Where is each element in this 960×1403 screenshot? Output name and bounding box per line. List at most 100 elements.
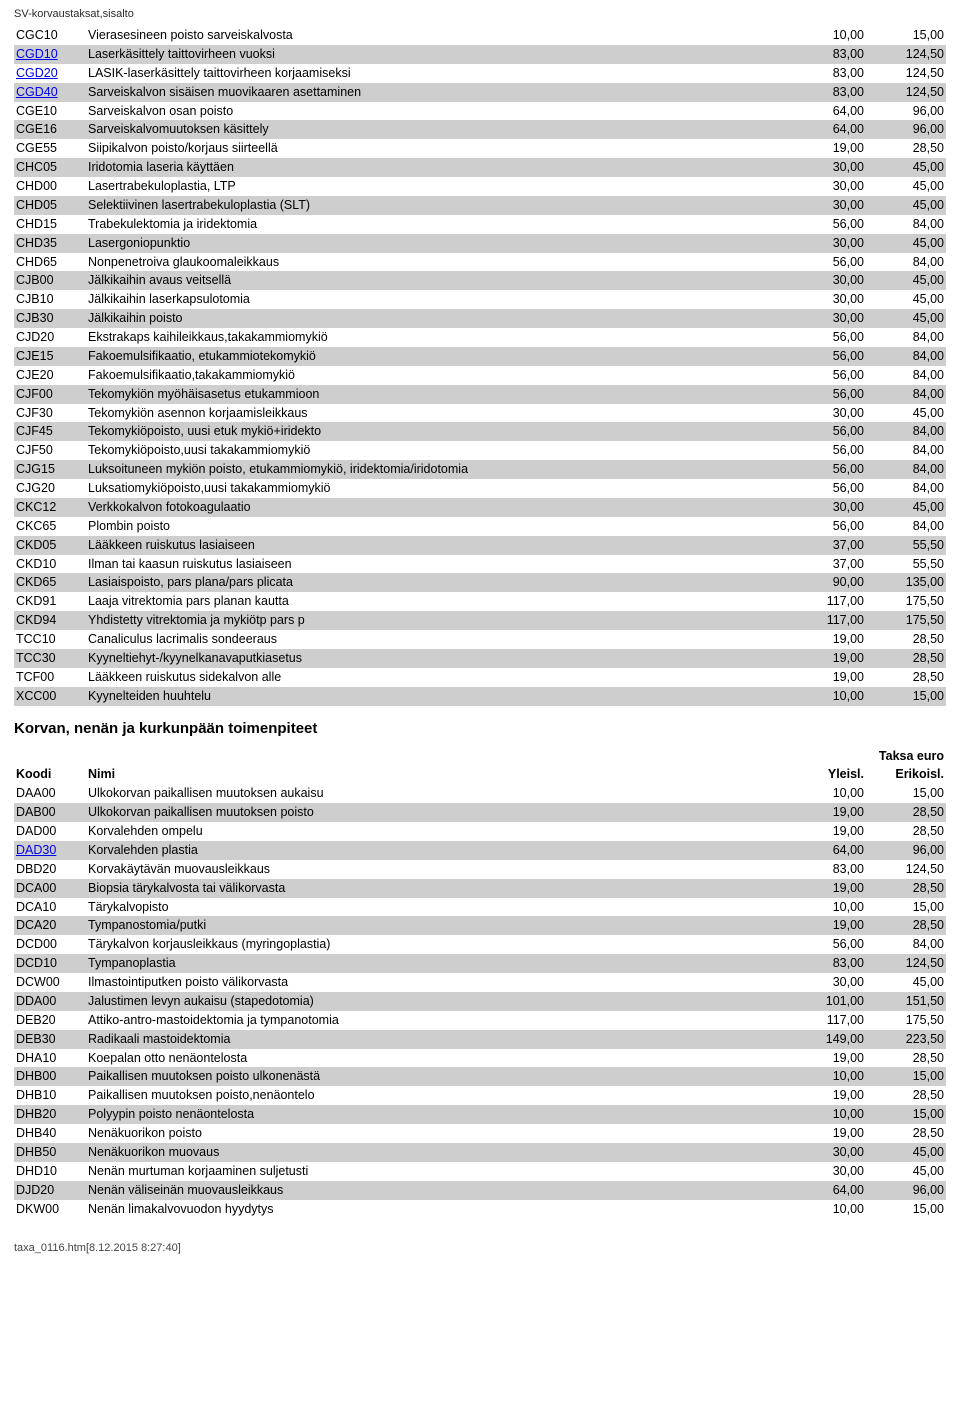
table-row: CJB00Jälkikaihin avaus veitsellä30,0045,… bbox=[14, 271, 946, 290]
value1-cell: 10,00 bbox=[786, 1067, 866, 1086]
header-nimi: Nimi bbox=[86, 765, 786, 784]
table-row: TCC10Canaliculus lacrimalis sondeeraus19… bbox=[14, 630, 946, 649]
code-cell[interactable]: DAD30 bbox=[14, 841, 86, 860]
code-cell: CKD94 bbox=[14, 611, 86, 630]
page-footer: taxa_0116.htm[8.12.2015 8:27:40] bbox=[14, 1242, 946, 1254]
value2-cell: 84,00 bbox=[866, 215, 946, 234]
value2-cell: 45,00 bbox=[866, 309, 946, 328]
code-cell: CJB30 bbox=[14, 309, 86, 328]
name-cell: Nenän limakalvovuodon hyydytys bbox=[86, 1200, 786, 1219]
value1-cell: 30,00 bbox=[786, 973, 866, 992]
name-cell: Nenäkuorikon poisto bbox=[86, 1124, 786, 1143]
table-row: DCD10Tympanoplastia83,00124,50 bbox=[14, 954, 946, 973]
value2-cell: 45,00 bbox=[866, 498, 946, 517]
table-row: CJF00Tekomykiön myöhäisasetus etukammioo… bbox=[14, 385, 946, 404]
name-cell: Laserkäsittely taittovirheen vuoksi bbox=[86, 45, 786, 64]
value2-cell: 135,00 bbox=[866, 573, 946, 592]
name-cell: Plombin poisto bbox=[86, 517, 786, 536]
table-row: CHD65Nonpenetroiva glaukoomaleikkaus56,0… bbox=[14, 253, 946, 272]
code-link[interactable]: CGD10 bbox=[16, 47, 58, 61]
code-cell: DCA20 bbox=[14, 916, 86, 935]
value1-cell: 101,00 bbox=[786, 992, 866, 1011]
name-cell: Korvalehden plastia bbox=[86, 841, 786, 860]
table-row: DCW00Ilmastointiputken poisto välikorvas… bbox=[14, 973, 946, 992]
code-link[interactable]: CGD20 bbox=[16, 66, 58, 80]
table-row: DBD20Korvakäytävän muovausleikkaus83,001… bbox=[14, 860, 946, 879]
value1-cell: 83,00 bbox=[786, 45, 866, 64]
name-cell: Luksatiomykiöpoisto,uusi takakammiomykiö bbox=[86, 479, 786, 498]
value1-cell: 19,00 bbox=[786, 879, 866, 898]
value1-cell: 56,00 bbox=[786, 441, 866, 460]
value1-cell: 56,00 bbox=[786, 253, 866, 272]
code-cell: DJD20 bbox=[14, 1181, 86, 1200]
code-cell[interactable]: CGD10 bbox=[14, 45, 86, 64]
value1-cell: 30,00 bbox=[786, 271, 866, 290]
value2-cell: 45,00 bbox=[866, 973, 946, 992]
value2-cell: 15,00 bbox=[866, 784, 946, 803]
name-cell: Koepalan otto nenäontelosta bbox=[86, 1049, 786, 1068]
value2-cell: 96,00 bbox=[866, 102, 946, 121]
table-row: TCF00Lääkkeen ruiskutus sidekalvon alle1… bbox=[14, 668, 946, 687]
value2-cell: 124,50 bbox=[866, 83, 946, 102]
table-row: CKD05Lääkkeen ruiskutus lasiaiseen37,005… bbox=[14, 536, 946, 555]
code-cell: DCD10 bbox=[14, 954, 86, 973]
code-cell: CKD05 bbox=[14, 536, 86, 555]
table-row: DEB30Radikaali mastoidektomia149,00223,5… bbox=[14, 1030, 946, 1049]
name-cell: Biopsia tärykalvosta tai välikorvasta bbox=[86, 879, 786, 898]
value2-cell: 223,50 bbox=[866, 1030, 946, 1049]
name-cell: Nenän murtuman korjaaminen suljetusti bbox=[86, 1162, 786, 1181]
name-cell: Jälkikaihin avaus veitsellä bbox=[86, 271, 786, 290]
name-cell: Fakoemulsifikaatio, etukammiotekomykiö bbox=[86, 347, 786, 366]
value1-cell: 19,00 bbox=[786, 803, 866, 822]
code-cell: CHD15 bbox=[14, 215, 86, 234]
table-row: CGD20LASIK-laserkäsittely taittovirheen … bbox=[14, 64, 946, 83]
code-link[interactable]: DAD30 bbox=[16, 843, 56, 857]
code-cell: DDA00 bbox=[14, 992, 86, 1011]
table-row: DAD00Korvalehden ompelu19,0028,50 bbox=[14, 822, 946, 841]
value2-cell: 28,50 bbox=[866, 1086, 946, 1105]
name-cell: Canaliculus lacrimalis sondeeraus bbox=[86, 630, 786, 649]
value2-cell: 28,50 bbox=[866, 139, 946, 158]
value2-cell: 96,00 bbox=[866, 1181, 946, 1200]
code-cell: CJG15 bbox=[14, 460, 86, 479]
name-cell: Tekomykiöpoisto, uusi etuk mykiö+iridekt… bbox=[86, 422, 786, 441]
value2-cell: 28,50 bbox=[866, 630, 946, 649]
table-row: CGC10Vierasesineen poisto sarveiskalvost… bbox=[14, 26, 946, 45]
table-row: CKD10Ilman tai kaasun ruiskutus lasiaise… bbox=[14, 555, 946, 574]
table-row: CKC12Verkkokalvon fotokoagulaatio30,0045… bbox=[14, 498, 946, 517]
code-cell[interactable]: CGD20 bbox=[14, 64, 86, 83]
section-title: Korvan, nenän ja kurkunpään toimenpiteet bbox=[14, 720, 946, 737]
code-cell: CGE16 bbox=[14, 120, 86, 139]
code-cell: TCF00 bbox=[14, 668, 86, 687]
name-cell: Laaja vitrektomia pars planan kautta bbox=[86, 592, 786, 611]
value2-cell: 28,50 bbox=[866, 1124, 946, 1143]
name-cell: Ilmastointiputken poisto välikorvasta bbox=[86, 973, 786, 992]
code-cell: CGC10 bbox=[14, 26, 86, 45]
header-yleis: Yleisl. bbox=[786, 765, 866, 784]
value1-cell: 30,00 bbox=[786, 1162, 866, 1181]
code-cell: DHB00 bbox=[14, 1067, 86, 1086]
table-row: DHA10Koepalan otto nenäontelosta19,0028,… bbox=[14, 1049, 946, 1068]
value2-cell: 45,00 bbox=[866, 196, 946, 215]
table-row: DHB50Nenäkuorikon muovaus30,0045,00 bbox=[14, 1143, 946, 1162]
value1-cell: 10,00 bbox=[786, 687, 866, 706]
code-cell: CJB10 bbox=[14, 290, 86, 309]
code-cell: DCD00 bbox=[14, 935, 86, 954]
table-row: DCD00Tärykalvon korjausleikkaus (myringo… bbox=[14, 935, 946, 954]
table-row: CJF45Tekomykiöpoisto, uusi etuk mykiö+ir… bbox=[14, 422, 946, 441]
code-cell[interactable]: CGD40 bbox=[14, 83, 86, 102]
table-row: CGE16Sarveiskalvomuutoksen käsittely64,0… bbox=[14, 120, 946, 139]
table-row: CHD05Selektiivinen lasertrabekuloplastia… bbox=[14, 196, 946, 215]
code-cell: DEB20 bbox=[14, 1011, 86, 1030]
value2-cell: 96,00 bbox=[866, 841, 946, 860]
value1-cell: 19,00 bbox=[786, 139, 866, 158]
value2-cell: 45,00 bbox=[866, 1143, 946, 1162]
value1-cell: 30,00 bbox=[786, 309, 866, 328]
main-table-1: CGC10Vierasesineen poisto sarveiskalvost… bbox=[14, 26, 946, 706]
name-cell: Ulkokorvan paikallisen muutoksen aukaisu bbox=[86, 784, 786, 803]
code-cell: CJB00 bbox=[14, 271, 86, 290]
code-link[interactable]: CGD40 bbox=[16, 85, 58, 99]
name-cell: Ilman tai kaasun ruiskutus lasiaiseen bbox=[86, 555, 786, 574]
code-cell: CHD05 bbox=[14, 196, 86, 215]
value2-cell: 84,00 bbox=[866, 422, 946, 441]
